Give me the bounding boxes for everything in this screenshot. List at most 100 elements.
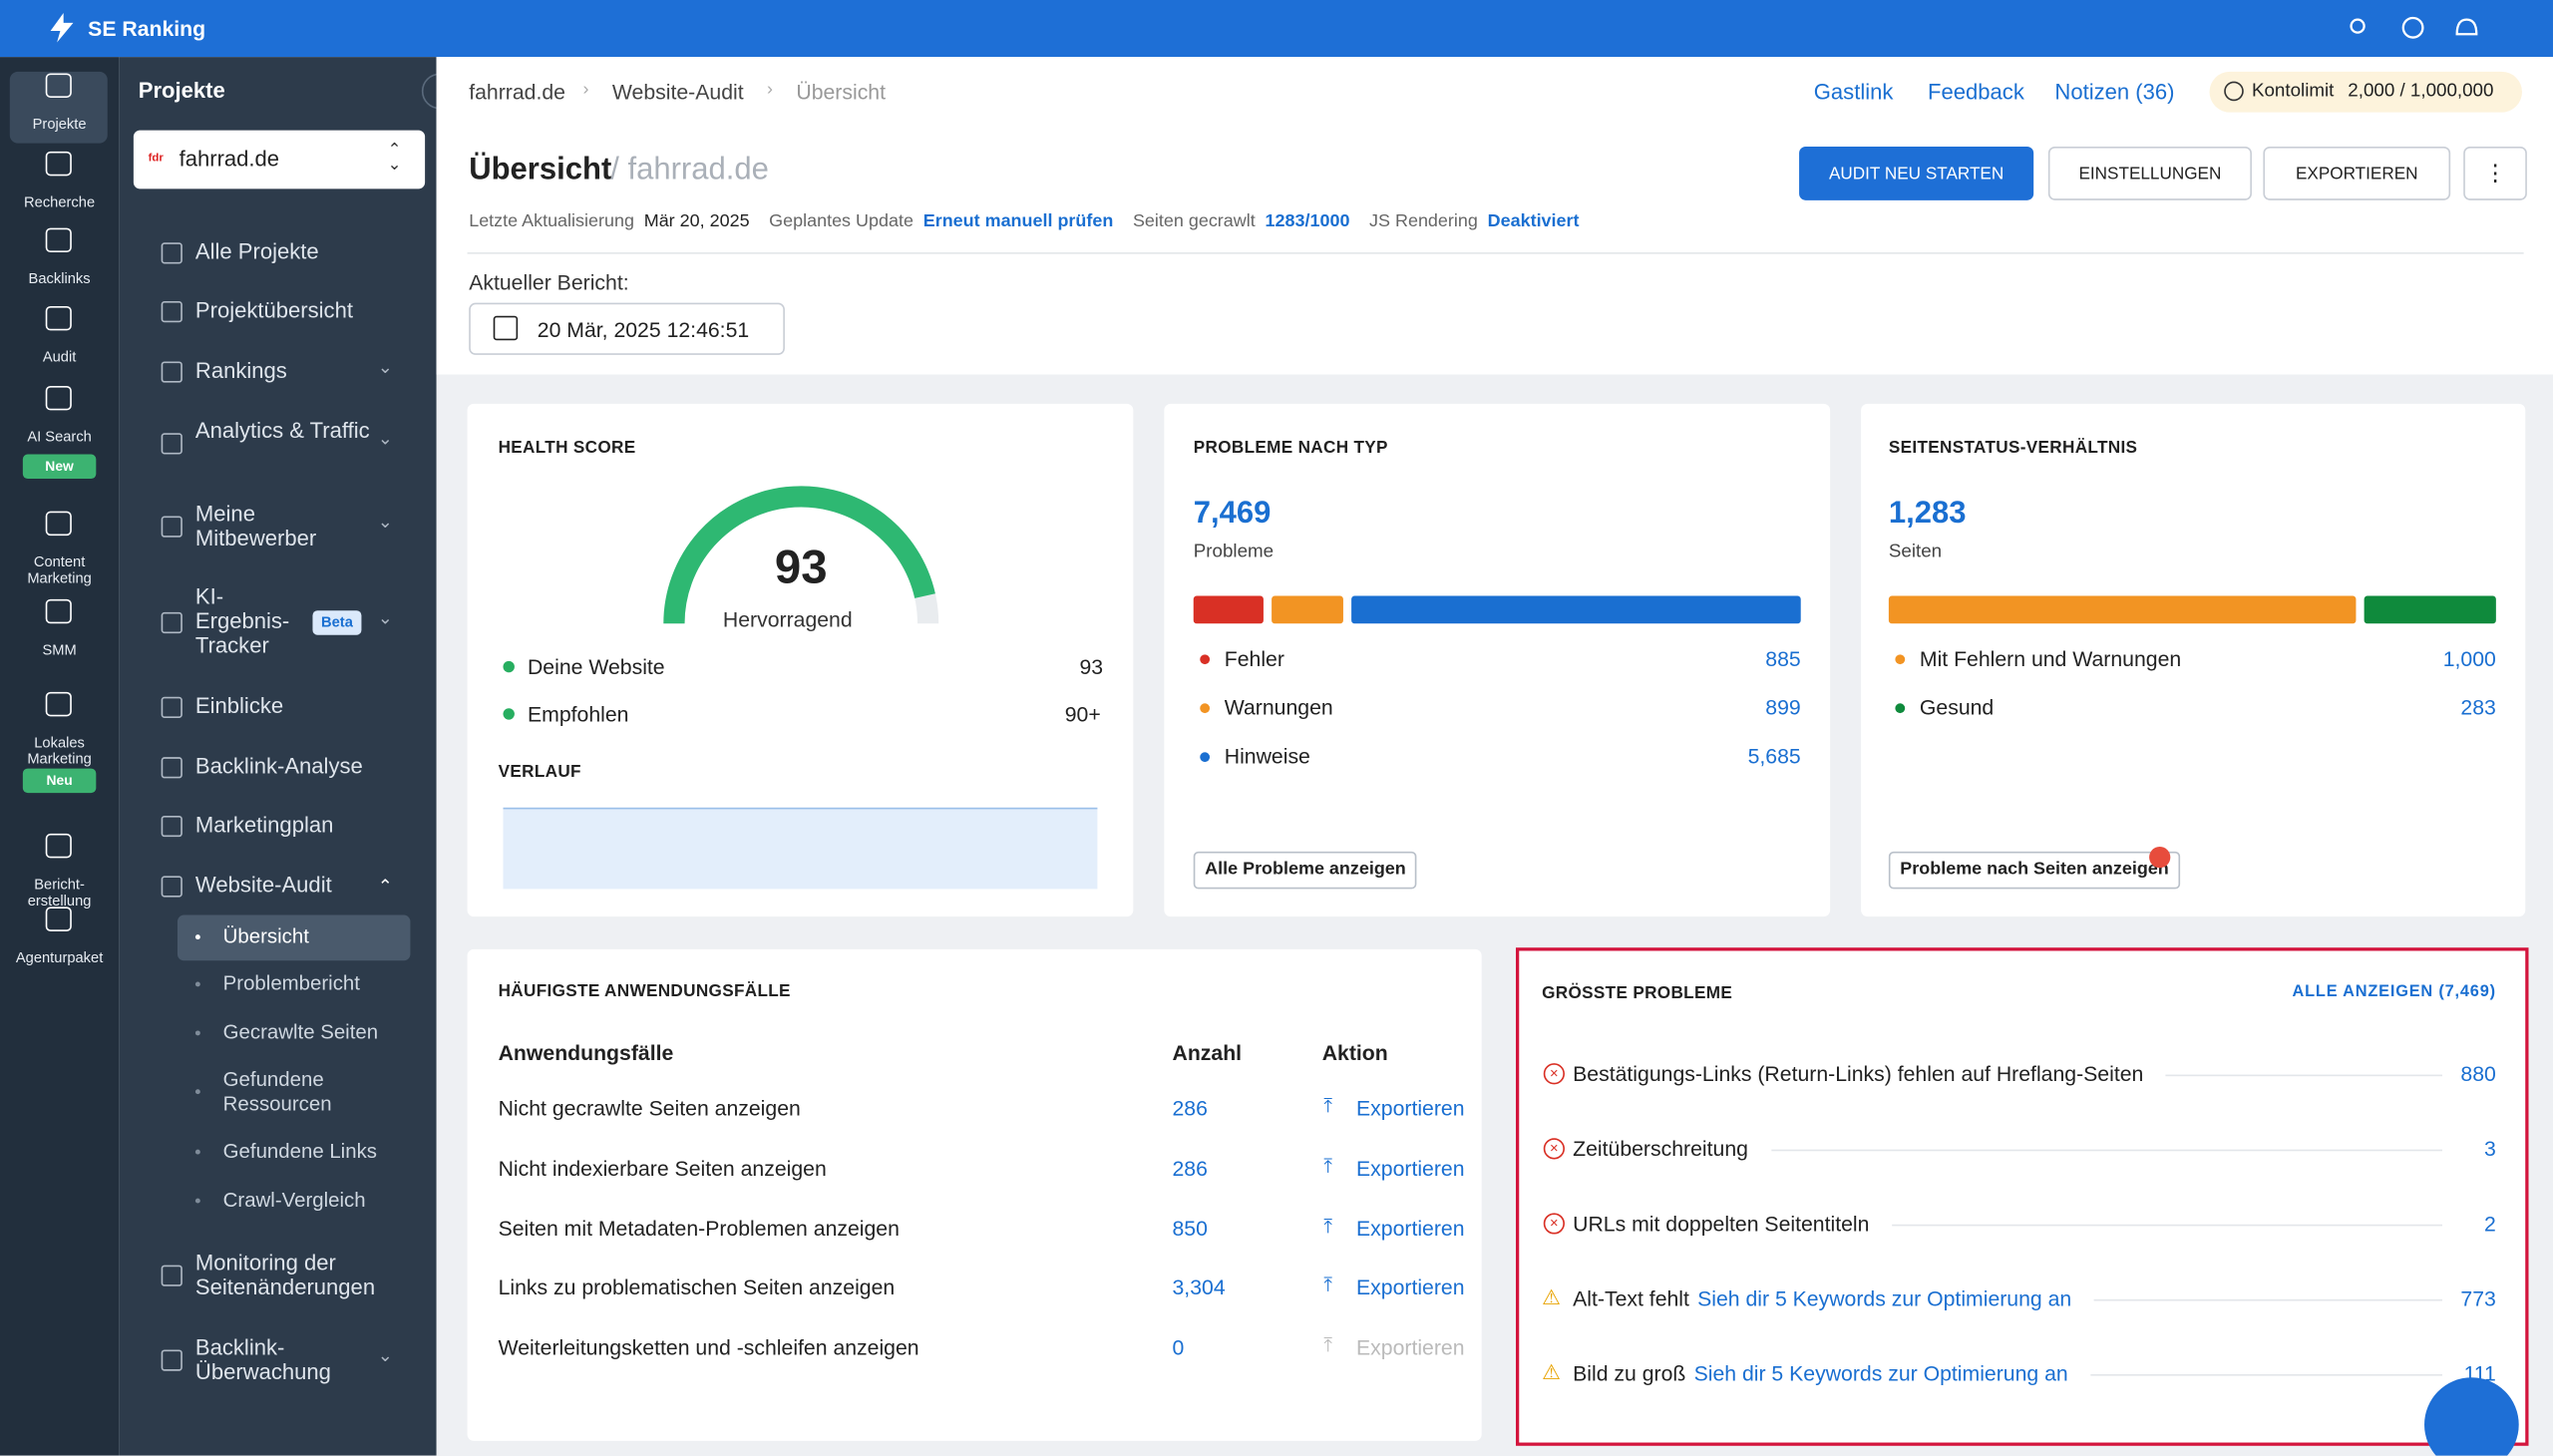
nav-item[interactable]: Meine Mitbewerber	[194, 501, 317, 550]
row-label: Weiterleitungsketten und -schleifen anze…	[498, 1335, 919, 1360]
outline-button[interactable]: Alle Probleme anzeigen	[1193, 851, 1418, 890]
issue-count[interactable]: 880	[2460, 1061, 2496, 1086]
page-title: Übersicht	[469, 153, 612, 187]
row-action[interactable]: Exportieren	[1355, 1095, 1465, 1121]
brand: SE Ranking	[88, 16, 206, 41]
header-link[interactable]: Notizen (36)	[2054, 79, 2175, 105]
nav-icon	[161, 361, 182, 383]
settings-button[interactable]: EINSTELLUNGEN	[2047, 146, 2252, 200]
meta-label: Seiten gecrawlt	[1132, 211, 1256, 231]
date-picker[interactable]: 20 Mär, 2025 12:46:51	[469, 302, 785, 355]
nav-item[interactable]: Analytics & Traffic	[194, 418, 370, 444]
legend-value[interactable]: 899	[1765, 695, 1801, 720]
issue-link[interactable]: Sieh dir 5 Keywords zur Optimierung an	[1697, 1285, 2072, 1311]
rail-label: Content Marketing	[27, 553, 92, 586]
chevron: ⌄	[377, 608, 393, 629]
bar-segment	[1888, 595, 2357, 624]
meta-value[interactable]: Deaktiviert	[1487, 211, 1580, 231]
project-select[interactable]: fdr fahrrad.de ⌃ ⌄	[133, 130, 426, 189]
legend-label: Warnungen	[1224, 695, 1333, 720]
top-icons[interactable]	[2345, 15, 2507, 44]
card-title: VERLAUF	[498, 762, 581, 782]
rail-icon	[45, 907, 72, 931]
row-count[interactable]: 286	[1172, 1095, 1208, 1121]
total-label: Probleme	[1193, 542, 1275, 562]
rail-active	[9, 71, 108, 144]
sub-item[interactable]: Übersicht	[222, 924, 309, 948]
chat-button[interactable]	[2424, 1377, 2519, 1456]
more-button[interactable]: ⋮	[2463, 146, 2527, 200]
nav-item[interactable]: Backlink-Analyse	[194, 753, 363, 779]
status-card	[1861, 403, 2526, 917]
row-action[interactable]: Exportieren	[1355, 1155, 1465, 1181]
notification-dot	[2149, 846, 2171, 869]
nav-item[interactable]: Monitoring der Seitenänderungen	[194, 1250, 376, 1299]
nav-item[interactable]: Marketingplan	[194, 812, 334, 838]
header	[436, 57, 2553, 375]
issue-count[interactable]: 3	[2484, 1136, 2496, 1162]
nav-item[interactable]: Backlink-Überwachung	[194, 1334, 331, 1384]
rail-icon	[45, 833, 72, 859]
issue-label: URLs mit doppelten Seitentiteln	[1573, 1211, 1870, 1237]
row-count[interactable]: 0	[1172, 1335, 1185, 1360]
gauge	[663, 486, 939, 624]
row-label: Nicht gecrawlte Seiten anzeigen	[498, 1095, 801, 1121]
nav-item[interactable]: Website-Audit	[194, 873, 332, 898]
row-action[interactable]: Exportieren	[1355, 1215, 1465, 1241]
legend-value[interactable]: 885	[1765, 646, 1801, 671]
error-icon: ×	[1543, 1063, 1565, 1085]
account-limit[interactable]: Kontolimit 2,000 / 1,000,000	[2209, 71, 2522, 113]
row-count[interactable]: 286	[1172, 1155, 1208, 1181]
rail-label: Projekte	[32, 115, 87, 133]
meta-value[interactable]: Erneut manuell prüfen	[922, 211, 1114, 231]
breadcrumb[interactable]: Website-Audit	[611, 79, 744, 105]
top-issues-card	[1515, 947, 2529, 1446]
export-button[interactable]: EXPORTIEREN	[2263, 146, 2451, 200]
sub-item[interactable]: Gefundene Ressourcen	[222, 1068, 332, 1116]
meta-line: Letzte Aktualisierung Mär 20, 2025 Geplant…	[469, 211, 1589, 231]
rail-icon	[45, 305, 72, 331]
sub-item[interactable]: Crawl-Vergleich	[222, 1188, 366, 1212]
see-all[interactable]: ALLE ANZEIGEN (7,469)	[2292, 983, 2496, 1002]
sub-bullet	[194, 1030, 200, 1036]
issue-row: Alt-Text fehlt Sieh dir 5 Keywords zur Op…	[1573, 1286, 2071, 1310]
meta-value[interactable]: 1283/1000	[1265, 211, 1350, 231]
meta-label: Letzte Aktualisierung	[469, 211, 634, 231]
column-header: Anzahl	[1172, 1040, 1243, 1065]
issue-link[interactable]: Sieh dir 5 Keywords zur Optimierung an	[1693, 1360, 2068, 1386]
chevron: ⌄	[377, 430, 393, 450]
legend-value[interactable]: 5,685	[1747, 744, 1801, 769]
sub-item[interactable]: Gefundene Links	[222, 1139, 377, 1163]
gauge-value	[663, 486, 935, 624]
nav-item[interactable]: Einblicke	[194, 693, 284, 718]
issue-count[interactable]: 2	[2484, 1211, 2496, 1237]
warning-icon: ⚠	[1542, 1284, 1562, 1309]
sub-item[interactable]: Gecrawlte Seiten	[222, 1020, 379, 1044]
header-link[interactable]: Gastlink	[1813, 79, 1894, 105]
row-count[interactable]: 850	[1172, 1215, 1208, 1241]
nav-item[interactable]: Alle Projekte	[194, 238, 319, 264]
bar-segment	[1272, 595, 1343, 624]
legend-value[interactable]: 283	[2460, 695, 2496, 720]
sub-item[interactable]: Problembericht	[222, 971, 360, 995]
row-action[interactable]: Exportieren	[1355, 1275, 1465, 1300]
total-label: Seiten	[1888, 542, 1943, 562]
row-count[interactable]: 3,304	[1172, 1275, 1226, 1300]
nav-item[interactable]: Projektübersicht	[194, 297, 353, 323]
page-subtitle: / fahrrad.de	[610, 153, 769, 187]
legend-value[interactable]: 1,000	[2442, 646, 2496, 671]
row-label: Nicht indexierbare Seiten anzeigen	[498, 1155, 827, 1181]
issue-count[interactable]: 773	[2460, 1285, 2496, 1311]
nav-icon	[161, 301, 182, 323]
meta-value: Mär 20, 2025	[643, 211, 750, 231]
error-icon: ×	[1543, 1213, 1565, 1235]
restart-button[interactable]: AUDIT NEU STARTEN	[1799, 146, 2034, 200]
chevron: ⌄	[377, 1346, 393, 1366]
header-link[interactable]: Feedback	[1928, 79, 2024, 105]
nav-item[interactable]: KI-Ergebnis-Tracker	[194, 584, 290, 658]
nav-item[interactable]: Rankings	[194, 358, 287, 383]
nav-icon	[161, 1265, 182, 1286]
breadcrumb[interactable]: fahrrad.de	[469, 79, 565, 105]
outline-button[interactable]: Probleme nach Seiten anzeigen	[1888, 851, 2181, 890]
leader-line	[2090, 1373, 2442, 1376]
